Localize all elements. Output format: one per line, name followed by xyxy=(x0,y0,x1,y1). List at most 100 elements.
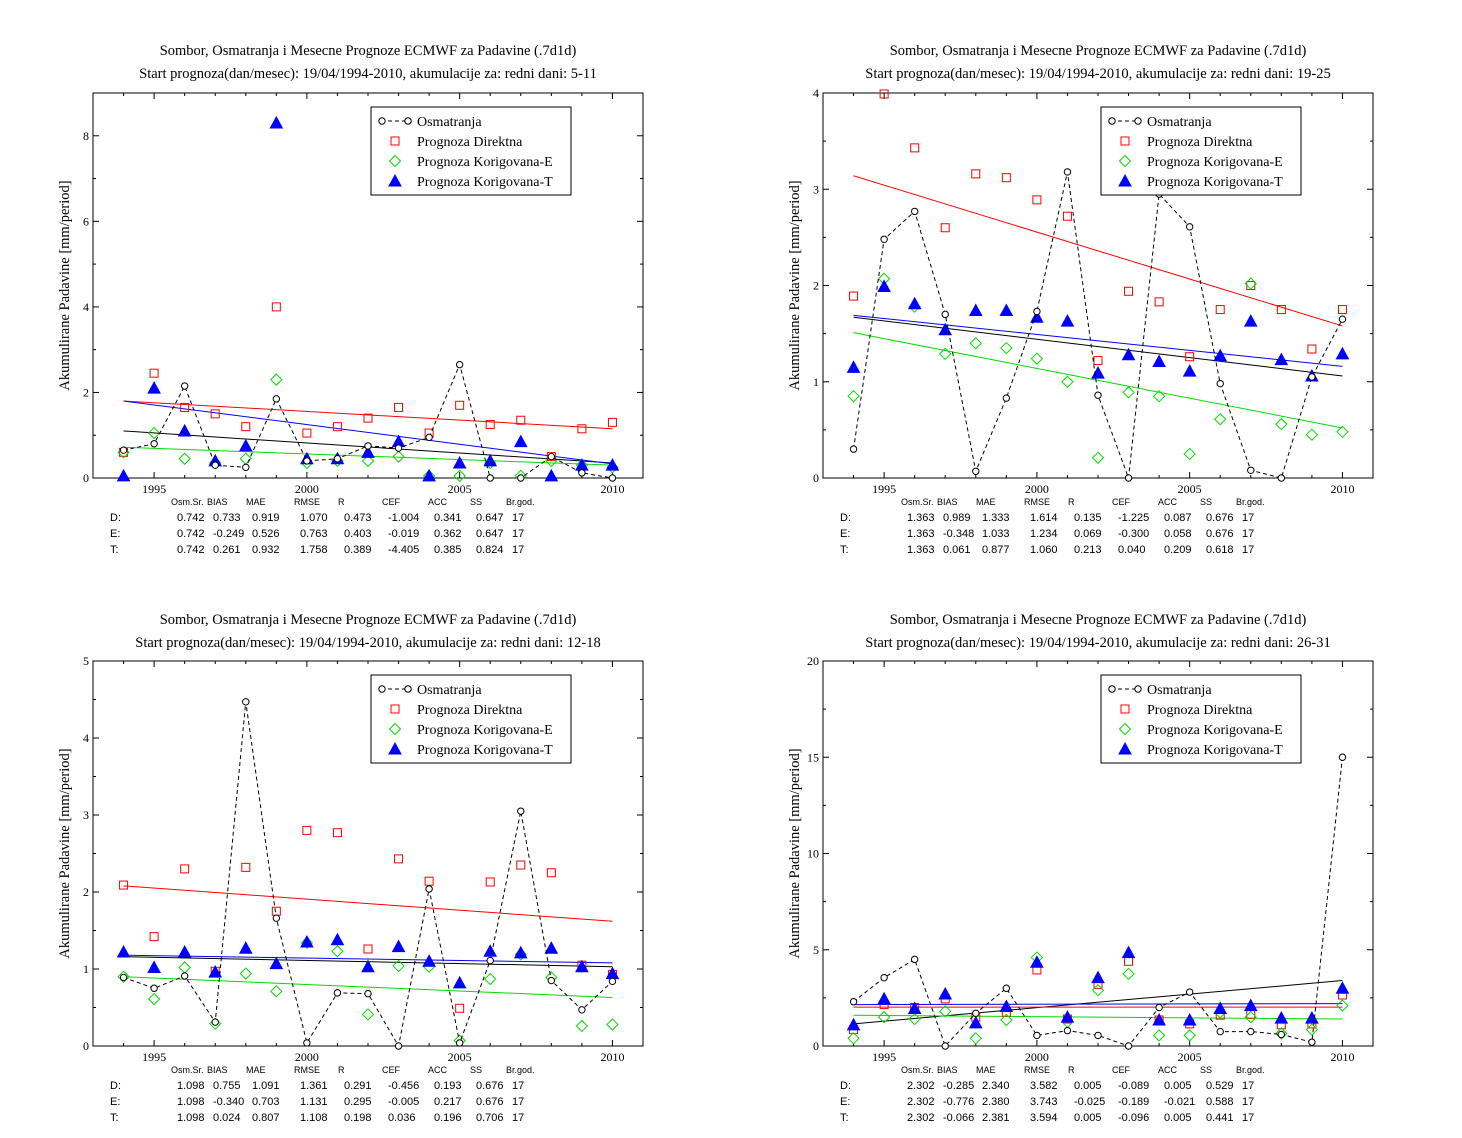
y-axis-label: Akumulirane Padavine [mm/period] xyxy=(57,180,73,390)
data-point xyxy=(1336,999,1349,1012)
data-point xyxy=(116,945,131,958)
data-point xyxy=(361,959,375,973)
data-point xyxy=(1277,474,1286,482)
data-point xyxy=(361,454,375,468)
stat-value: -0.096 xyxy=(1118,1112,1149,1124)
stat-header: ACC xyxy=(1158,1065,1178,1075)
legend-marker xyxy=(1120,704,1130,714)
data-point xyxy=(575,959,589,973)
data-point xyxy=(544,468,559,482)
data-point xyxy=(269,956,284,970)
data-point xyxy=(1335,346,1350,360)
data-point xyxy=(1152,389,1166,403)
stat-value: 0.647 xyxy=(476,528,504,540)
x-tick-label: 2005 xyxy=(448,482,472,496)
data-point xyxy=(1002,984,1011,992)
stat-value: 0.198 xyxy=(344,1112,372,1124)
data-point xyxy=(303,1039,311,1047)
trend-line xyxy=(853,175,1343,327)
stat-row-label: T: xyxy=(840,1112,849,1124)
data-point xyxy=(939,1005,952,1018)
data-point xyxy=(1305,428,1319,441)
data-point xyxy=(939,347,952,361)
data-point xyxy=(1094,1031,1102,1040)
data-point xyxy=(332,828,342,838)
stat-value: 1.098 xyxy=(177,1096,205,1108)
data-point xyxy=(1338,315,1347,323)
stat-header: Br.god. xyxy=(506,1065,535,1075)
stat-value: 2.302 xyxy=(907,1080,935,1092)
data-point xyxy=(1213,348,1228,362)
data-point xyxy=(1091,983,1105,997)
stat-header: ACC xyxy=(428,497,448,507)
stat-value: -0.285 xyxy=(943,1080,974,1092)
stat-value: 0.676 xyxy=(476,1080,504,1092)
trend-line xyxy=(123,400,613,430)
data-point xyxy=(1185,988,1194,996)
stat-value: -0.340 xyxy=(213,1096,244,1108)
data-point xyxy=(1093,356,1103,366)
x-tick-label: 2010 xyxy=(600,482,624,496)
stat-value: 2.380 xyxy=(982,1096,1010,1108)
data-point xyxy=(1338,753,1347,761)
stat-value: 17 xyxy=(1242,512,1254,524)
data-point xyxy=(968,1015,983,1029)
data-point xyxy=(116,468,131,482)
stat-value: 17 xyxy=(1242,528,1254,540)
data-point xyxy=(1215,305,1225,315)
stat-header: Osm.Sr. xyxy=(901,1065,934,1075)
data-point xyxy=(999,999,1014,1013)
data-point xyxy=(608,977,617,986)
legend-label: Osmatranja xyxy=(417,683,482,698)
x-tick-label: 1995 xyxy=(872,1050,896,1064)
data-point xyxy=(1305,1023,1319,1036)
stat-value: 0.040 xyxy=(1118,544,1146,556)
stat-value: 0.024 xyxy=(213,1112,241,1124)
trend-line xyxy=(123,954,613,964)
y-tick-label: 2 xyxy=(813,279,819,293)
chart-title: Sombor, Osmatranja i Mesecne Prognoze EC… xyxy=(890,612,1307,628)
legend-marker xyxy=(390,704,400,714)
stat-value: 0.733 xyxy=(213,512,241,524)
data-point xyxy=(1061,375,1074,388)
legend-marker xyxy=(1134,685,1142,693)
stat-value: -0.021 xyxy=(1164,1096,1195,1108)
chart-subtitle: Start prognoza(dan/mesec): 19/04/1994-20… xyxy=(139,66,597,82)
data-point xyxy=(211,461,219,469)
stat-value: 0.217 xyxy=(434,1096,462,1108)
data-point xyxy=(178,452,191,465)
stat-header: CEF xyxy=(1112,497,1131,507)
data-point xyxy=(1216,379,1224,388)
data-point xyxy=(1244,277,1257,290)
data-point xyxy=(849,998,858,1006)
stat-header: Osm.Sr. xyxy=(171,497,204,507)
stat-value: 1.131 xyxy=(300,1096,328,1108)
legend-marker xyxy=(388,741,402,755)
stat-value: 0.676 xyxy=(1206,512,1234,524)
stat-value: -0.089 xyxy=(1118,1080,1149,1092)
x-tick-label: 1995 xyxy=(142,1050,166,1064)
data-point xyxy=(180,382,189,390)
data-point xyxy=(149,932,159,942)
data-point xyxy=(1124,1042,1133,1050)
legend-label: Prognoza Direktna xyxy=(1147,135,1253,150)
stat-value: 1.060 xyxy=(1030,544,1058,556)
stat-header: MAE xyxy=(976,497,996,507)
data-point xyxy=(1121,347,1136,361)
data-point xyxy=(607,417,617,427)
trend-line xyxy=(123,885,613,922)
data-point xyxy=(941,310,949,319)
data-point xyxy=(877,1010,891,1024)
stat-value: 3.743 xyxy=(1030,1096,1058,1108)
y-tick-label: 2 xyxy=(83,885,89,899)
data-point xyxy=(147,992,161,1006)
data-point xyxy=(485,420,495,430)
data-point xyxy=(1032,195,1042,205)
chart-subtitle: Start prognoza(dan/mesec): 19/04/1994-20… xyxy=(135,635,600,651)
data-point xyxy=(908,1012,921,1026)
data-point xyxy=(1276,305,1286,315)
legend-marker xyxy=(404,117,412,125)
stat-value: 0.403 xyxy=(344,528,372,540)
stat-value: 2.381 xyxy=(982,1112,1010,1124)
data-point xyxy=(1243,314,1258,327)
